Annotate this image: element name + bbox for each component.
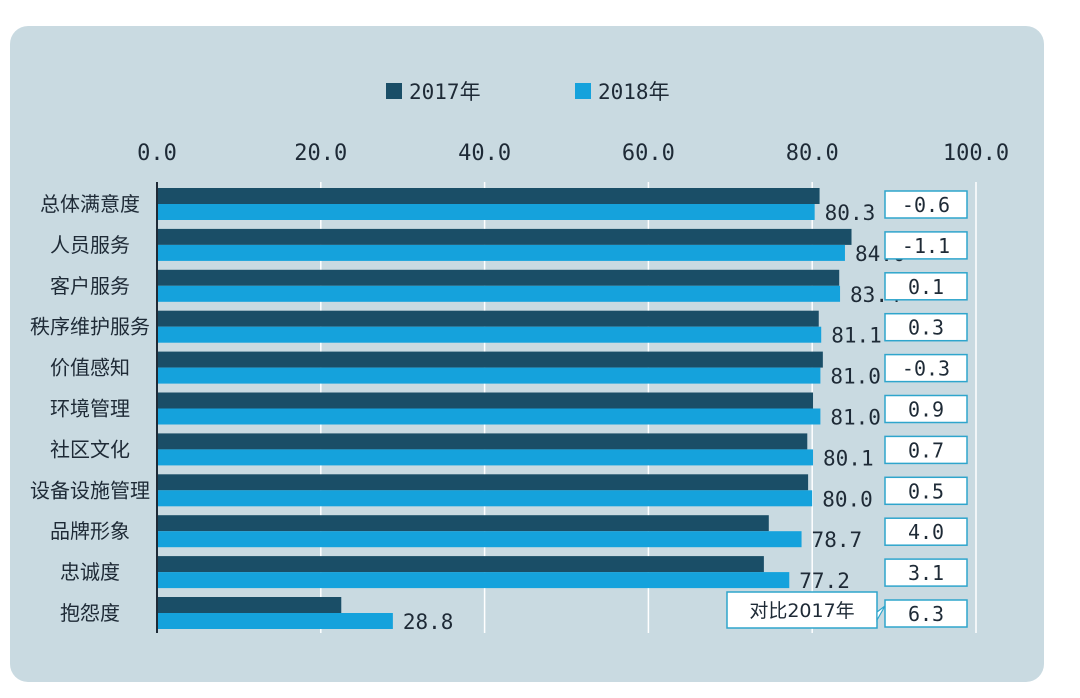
x-tick-label: 80.0 [786,141,839,166]
bar-2018 [157,204,815,220]
bar-2018 [157,449,814,466]
category-label: 环境管理 [50,397,130,421]
x-tick-label: 20.0 [294,141,347,166]
comparison-value: -0.3 [902,357,950,381]
comparison-value: 0.5 [908,479,944,503]
comparison-box [884,435,968,465]
bar-2017 [157,515,769,532]
category-label: 抱怨度 [60,601,120,625]
value-label: 81.1 [831,324,882,348]
comparison-value: -1.1 [902,234,950,258]
x-tick-label: 0.0 [137,141,177,166]
value-label: 80.0 [822,487,873,511]
comparison-box [884,312,968,342]
value-label: 80.1 [823,446,874,470]
bar-2018 [157,326,822,343]
value-label: 28.8 [403,610,454,634]
bar-2018 [157,244,845,261]
x-tick-label: 40.0 [458,141,511,166]
category-label: 客户服务 [50,274,130,298]
bar-2017 [157,474,809,491]
comparison-box [884,190,968,219]
comparison-value: 0.3 [908,316,944,340]
comparison-value: 6.3 [908,602,944,626]
x-tick-label: 100.0 [943,141,1009,166]
bar-2017 [157,188,820,204]
comparison-value: -0.6 [902,193,950,217]
category-label: 价值感知 [50,356,130,380]
legend-label: 2017年 [409,80,481,104]
bar-2018 [157,285,841,302]
comparison-callout [726,591,878,629]
category-label: 总体满意度 [40,192,140,216]
comparison-box [884,599,968,628]
bar-2017 [157,269,840,286]
callout-pointer [876,605,886,623]
category-label: 品牌形象 [50,519,130,543]
bar-2017 [157,228,852,245]
comparison-value: 0.9 [908,398,944,422]
comparison-value: 3.1 [908,561,944,585]
category-label: 秩序维护服务 [30,315,150,339]
comparison-box [884,558,968,587]
comparison-box [884,476,968,506]
bar-2018 [157,531,802,548]
comparison-box [884,231,968,260]
value-label: 77.2 [799,569,850,593]
legend-swatch [386,83,402,99]
comparison-box [884,272,968,301]
value-label: 78.7 [812,528,863,552]
category-label: 设备设施管理 [30,478,150,502]
legend-label: 2018年 [598,80,670,104]
bar-2017 [157,556,764,573]
bar-2017 [157,351,823,368]
bar-2018 [157,367,821,384]
bar-2017 [157,392,814,409]
category-label: 人员服务 [50,233,130,257]
comparison-value: 0.7 [908,438,944,462]
legend-swatch [575,83,591,99]
bar-2017 [157,433,808,450]
x-tick-label: 60.0 [622,141,675,166]
value-label: 81.0 [830,365,881,389]
comparison-box [884,394,968,424]
value-label: 80.3 [825,201,876,225]
category-label: 忠诚度 [60,560,120,584]
comparison-box [884,353,968,383]
bar-2018 [157,408,821,425]
category-label: 社区文化 [50,437,130,461]
bar-2018 [157,572,790,589]
bar-2018 [157,613,393,629]
comparison-callout-label: 对比2017年 [749,600,854,622]
value-label: 81.0 [830,406,881,430]
bar-2018 [157,490,813,507]
bar-2017 [157,310,819,327]
comparison-box [884,517,968,546]
comparison-value: 0.1 [908,275,944,299]
bar-2017 [157,597,342,613]
comparison-value: 4.0 [908,520,944,544]
